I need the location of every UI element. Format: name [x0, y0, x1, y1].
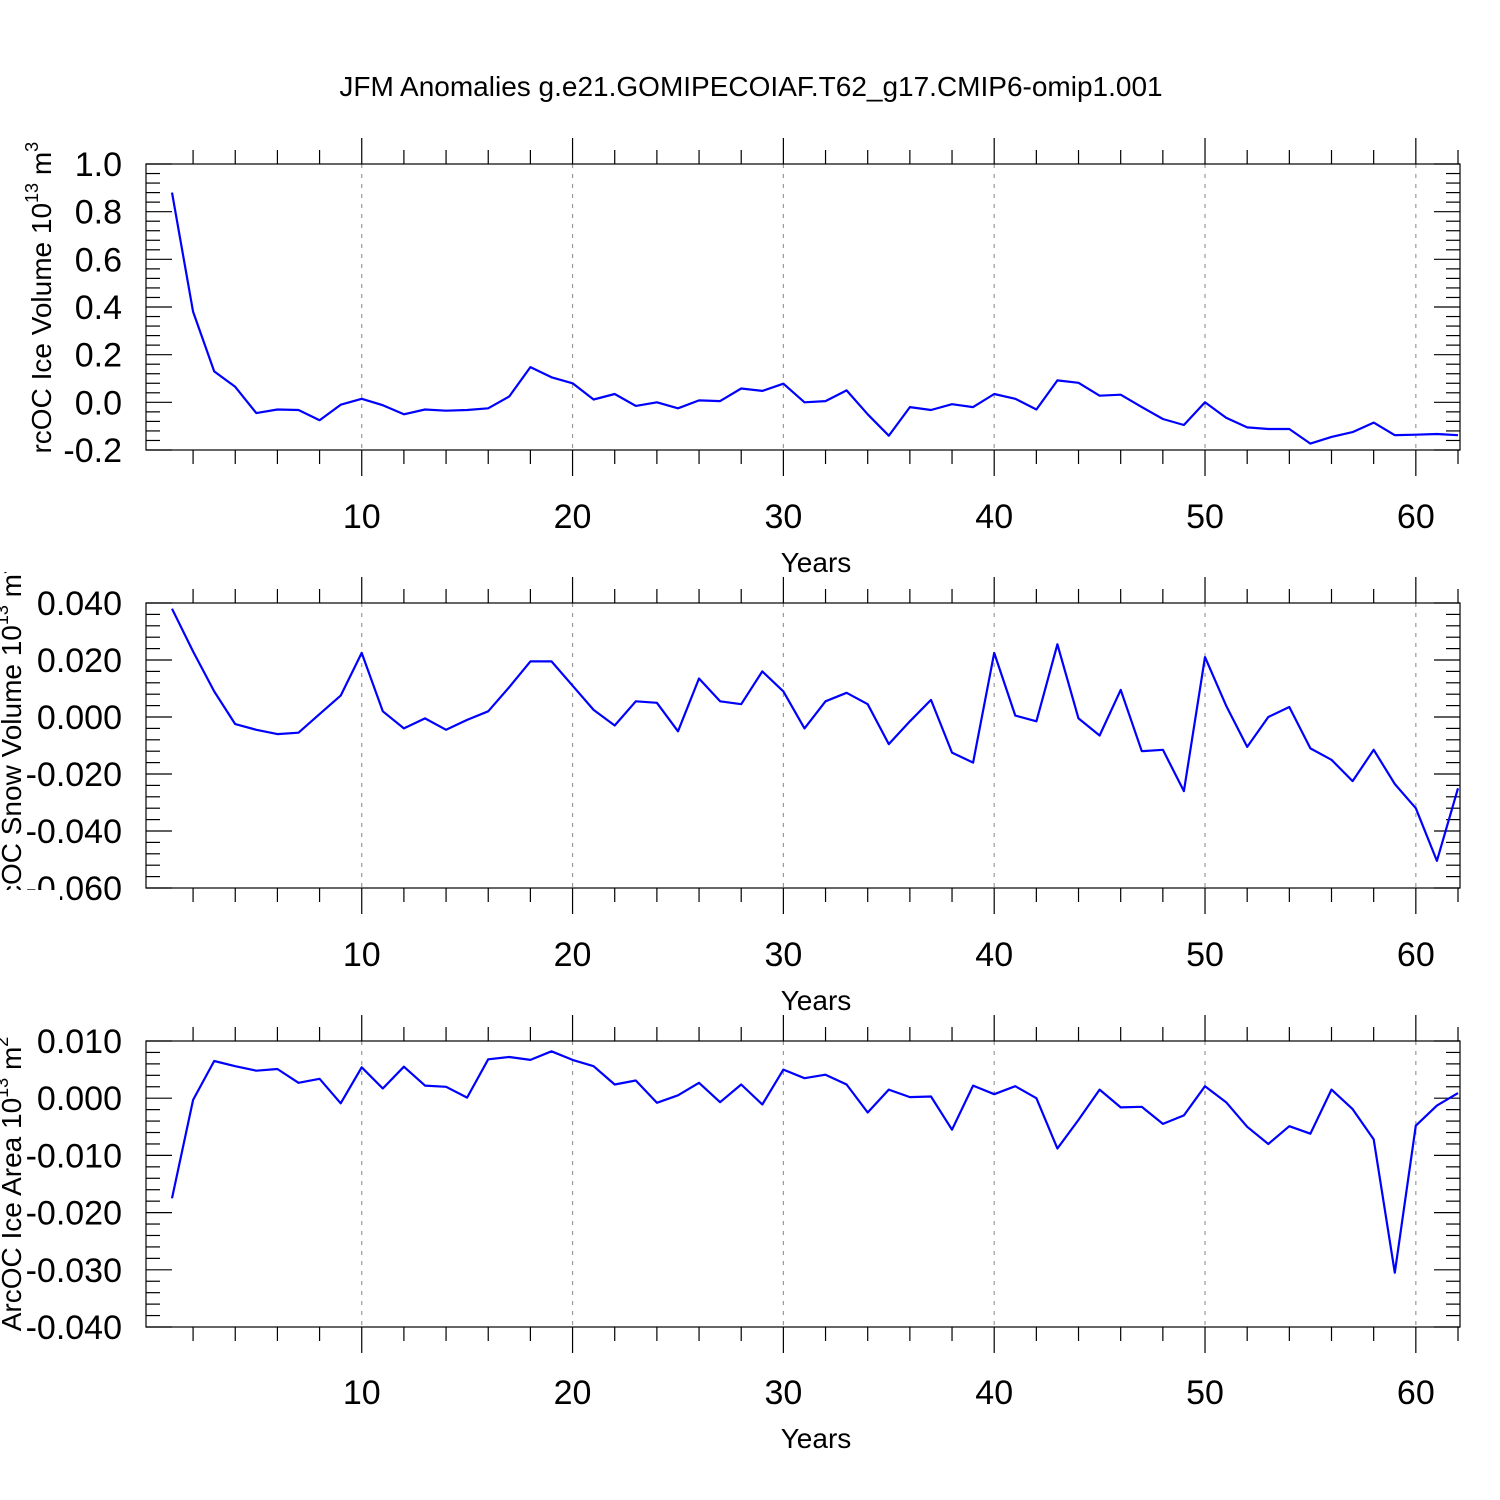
- series-line: [170, 192, 1459, 445]
- title-mask: [0, 890, 60, 1010]
- y-tick-label: -0.010: [26, 1137, 122, 1175]
- x-tick-label: 60: [1397, 1374, 1435, 1412]
- y-tick-label: -0.040: [26, 813, 122, 851]
- y-tick-label: 1.0: [75, 146, 122, 184]
- series-line: [170, 1050, 1459, 1274]
- x-axis-title: Years: [781, 985, 852, 1016]
- x-tick-label: 60: [1397, 498, 1435, 536]
- x-tick-label: 50: [1186, 1374, 1224, 1412]
- x-tick-label: 10: [343, 498, 381, 536]
- x-tick-label: 30: [764, 936, 802, 974]
- y-axis-title: ArcOC Ice Volume 1013 m3: [22, 142, 58, 472]
- plot-frame: [145, 1040, 1461, 1328]
- y-tick-label: 0.020: [37, 642, 122, 680]
- y-tick-label: -0.020: [26, 756, 122, 794]
- y-tick-label: -0.2: [63, 432, 122, 470]
- x-tick-label: 10: [343, 936, 381, 974]
- title-mask: [0, 452, 60, 572]
- panels: 10 20 30 40 50 60 Years -0.2 0.0 0.2 0.4 0.6 0.8 1.0 A…: [0, 138, 1461, 1454]
- y-tick-label: 0.000: [37, 699, 122, 737]
- y-tick-label: 0.0: [75, 384, 122, 422]
- x-tick-label: 20: [554, 1374, 592, 1412]
- x-axis-title: Years: [781, 547, 852, 578]
- x-tick-label: 30: [764, 498, 802, 536]
- panel-1: 10 20 30 40 50 60 Years -0.2 0.0 0.2 0.4 0.6 0.8 1.0 A…: [22, 138, 1461, 578]
- x-tick-label: 20: [554, 498, 592, 536]
- y-axis-title: ArcOC Ice Area 1013 m2: [0, 1037, 27, 1332]
- x-tick-label: 50: [1186, 936, 1224, 974]
- y-tick-label: 0.6: [75, 241, 122, 279]
- x-tick-label: 20: [554, 936, 592, 974]
- y-tick-label: -0.020: [26, 1195, 122, 1233]
- x-axis-title: Years: [781, 1423, 852, 1454]
- y-tick-label: 0.040: [37, 585, 122, 623]
- plot-frame: [145, 602, 1461, 889]
- y-tick-label: -0.040: [26, 1309, 122, 1347]
- series-line: [171, 608, 1460, 863]
- y-tick-label: 0.4: [75, 289, 122, 327]
- x-tick-label: 40: [975, 1374, 1013, 1412]
- x-tick-label: 40: [975, 936, 1013, 974]
- panel-3: 10 20 30 40 50 60 Years -0.040 -0.030 -0.020 -0.01…: [0, 1015, 1461, 1454]
- x-tick-label: 60: [1397, 936, 1435, 974]
- x-tick-label: 10: [343, 1374, 381, 1412]
- y-tick-label: 0.2: [75, 337, 122, 375]
- panel-2: 10 20 30 40 50 60Years-0.060-0.040-0.0200.000…: [0, 564, 1461, 1016]
- x-tick-label: 30: [764, 1374, 802, 1412]
- y-tick-label: -0.030: [26, 1252, 122, 1290]
- x-tick-label: 40: [975, 498, 1013, 536]
- y-tick-label: 0.8: [75, 194, 122, 232]
- plot-frame: [145, 163, 1461, 451]
- y-tick-label: 0.000: [37, 1080, 122, 1118]
- figure-title: JFM Anomalies g.e21.GOMIPECOIAF.T62_g17.…: [339, 71, 1162, 102]
- y-tick-label: 0.010: [37, 1023, 122, 1061]
- y-axis-title: ArcOC Snow Volume 1013 m3: [0, 564, 27, 927]
- x-tick-label: 50: [1186, 498, 1224, 536]
